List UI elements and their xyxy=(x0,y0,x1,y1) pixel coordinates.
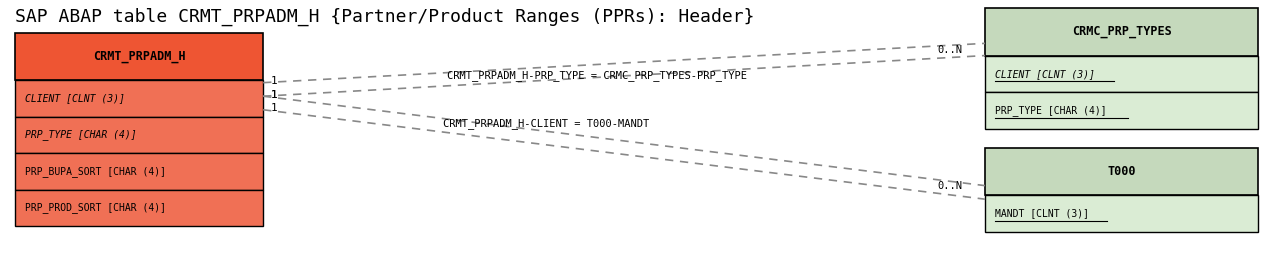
Bar xyxy=(985,8,1258,56)
Bar xyxy=(15,80,263,117)
Bar xyxy=(15,153,263,190)
Text: CRMC_PRP_TYPES: CRMC_PRP_TYPES xyxy=(1071,25,1172,38)
Text: MANDT [CLNT (3)]: MANDT [CLNT (3)] xyxy=(995,208,1089,218)
Bar xyxy=(985,148,1258,195)
Text: 1: 1 xyxy=(271,104,277,113)
Bar xyxy=(985,195,1258,232)
Text: 0..N: 0..N xyxy=(937,181,962,191)
Text: T000: T000 xyxy=(1107,165,1136,178)
Text: PRP_PROD_SORT [CHAR (4)]: PRP_PROD_SORT [CHAR (4)] xyxy=(25,202,167,214)
Bar xyxy=(15,190,263,226)
Bar xyxy=(985,56,1258,92)
Text: 0..N: 0..N xyxy=(937,45,962,55)
Text: PRP_TYPE [CHAR (4)]: PRP_TYPE [CHAR (4)] xyxy=(995,105,1107,116)
Text: 1: 1 xyxy=(271,90,277,100)
Text: 1: 1 xyxy=(271,76,277,86)
Text: CRMT_PRPADM_H: CRMT_PRPADM_H xyxy=(93,50,186,63)
Text: CRMT_PRPADM_H-PRP_TYPE = CRMC_PRP_TYPES-PRP_TYPE: CRMT_PRPADM_H-PRP_TYPE = CRMC_PRP_TYPES-… xyxy=(447,70,747,81)
Text: PRP_BUPA_SORT [CHAR (4)]: PRP_BUPA_SORT [CHAR (4)] xyxy=(25,166,167,177)
Bar xyxy=(15,33,263,80)
Text: SAP ABAP table CRMT_PRPADM_H {Partner/Product Ranges (PPRs): Header}: SAP ABAP table CRMT_PRPADM_H {Partner/Pr… xyxy=(15,8,755,26)
Bar xyxy=(985,92,1258,129)
Text: CRMT_PRPADM_H-CLIENT = T000-MANDT: CRMT_PRPADM_H-CLIENT = T000-MANDT xyxy=(444,118,649,129)
Text: PRP_TYPE [CHAR (4)]: PRP_TYPE [CHAR (4)] xyxy=(25,129,137,140)
Text: CLIENT [CLNT (3)]: CLIENT [CLNT (3)] xyxy=(995,69,1096,79)
Bar xyxy=(15,117,263,153)
Text: CLIENT [CLNT (3)]: CLIENT [CLNT (3)] xyxy=(25,93,126,103)
Text: 1: 1 xyxy=(271,90,277,100)
